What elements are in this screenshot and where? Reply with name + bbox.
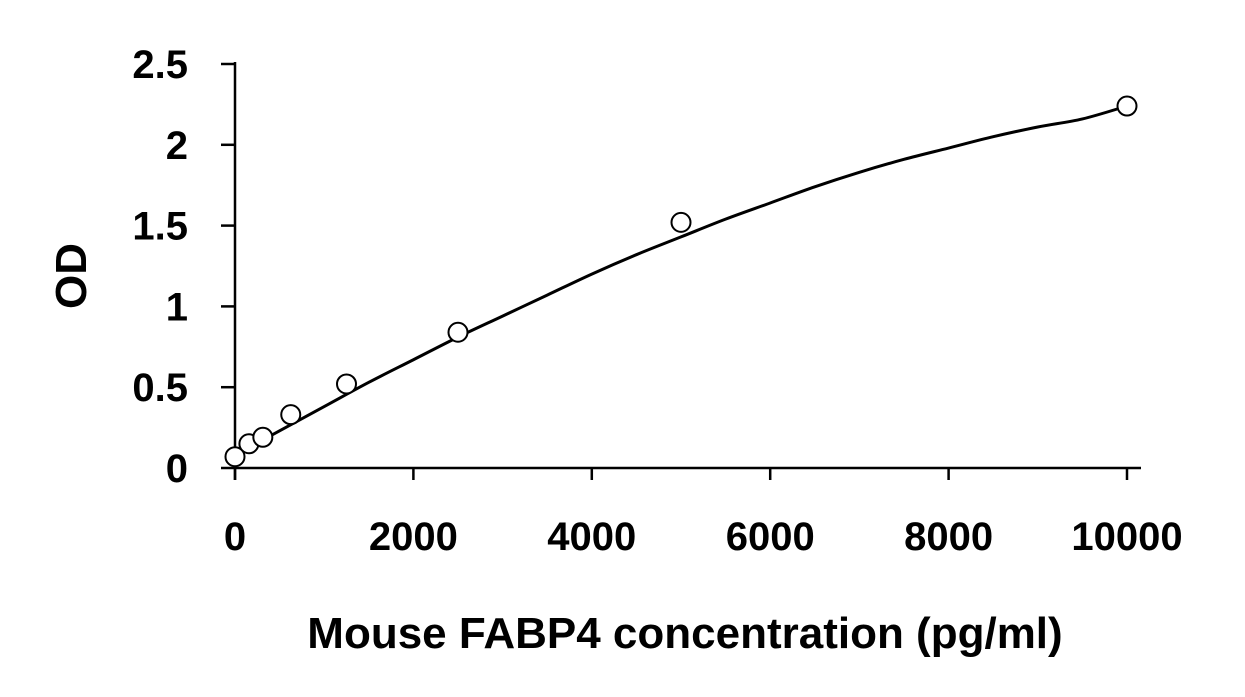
axes [221,62,1141,480]
data-point [670,211,692,233]
x-tick-label: 2000 [369,515,458,559]
y-tick-label: 2 [166,124,188,168]
trendline-layer [234,104,1128,457]
data-point [1116,95,1138,117]
data-point [447,321,469,343]
data-point [224,446,246,468]
x-tick-labels: 0 2000 4000 6000 8000 10000 [224,515,1183,559]
y-tick-labels: 0 0.5 1 1.5 2 2.5 [132,43,188,491]
x-tick-label: 0 [224,515,246,559]
data-point [280,404,302,426]
x-tick-label: 6000 [726,515,815,559]
y-axis-title: OD [47,243,96,309]
trendline [234,104,1128,457]
x-axis-title: Mouse FABP4 concentration (pg/ml) [307,609,1062,658]
y-tick-label: 0.5 [132,366,188,410]
y-tick-label: 1 [166,285,188,329]
data-points [224,95,1138,468]
y-tick-label: 0 [166,447,188,491]
x-tick-label: 10000 [1071,515,1182,559]
data-point [336,373,357,395]
x-tick-label: 8000 [904,515,993,559]
y-tick-label: 2.5 [132,43,188,87]
x-tick-label: 4000 [547,515,636,559]
data-point [252,426,274,448]
y-tick-label: 1.5 [132,205,188,249]
